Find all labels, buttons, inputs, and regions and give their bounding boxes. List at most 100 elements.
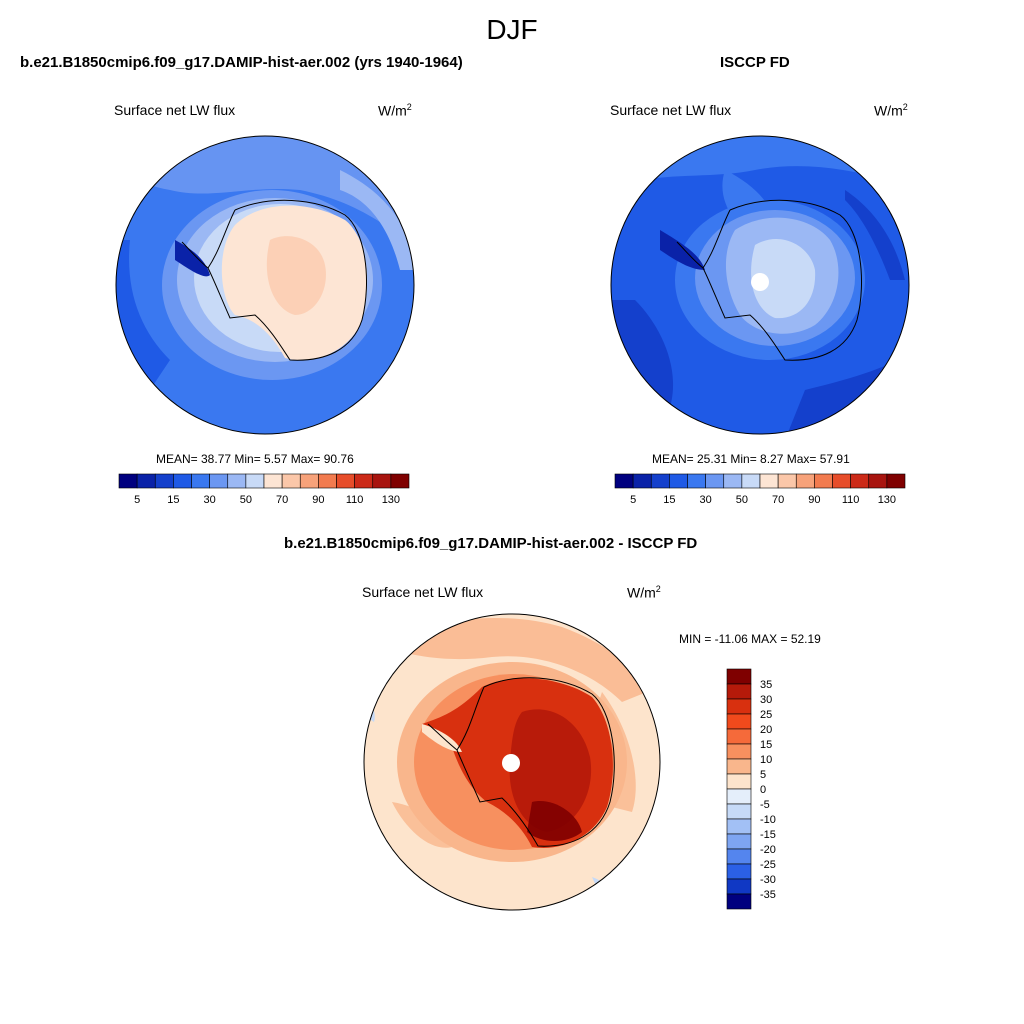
colorbar-swatch	[390, 473, 410, 489]
colorbar-swatch	[726, 713, 752, 730]
colorbar-tick-label: -5	[760, 799, 770, 811]
colorbar-tick-label: -35	[760, 889, 776, 901]
colorbar-swatch	[705, 473, 725, 489]
colorbar-swatch	[191, 473, 210, 489]
colorbar-swatch	[741, 473, 761, 489]
panel3-units: W/m2	[627, 584, 661, 601]
colorbar-swatch	[336, 473, 355, 489]
colorbar-tick-label: 110	[842, 494, 860, 505]
colorbar-swatch	[118, 473, 138, 489]
colorbar-swatch	[726, 863, 752, 880]
colorbar-swatch	[850, 473, 870, 489]
panel3-colorbar: 35 30 25 20 15 10 5 0 -5 -10 -15 -20 -25 -30 -35	[726, 668, 776, 910]
colorbar-tick-label: 130	[878, 494, 896, 505]
colorbar-swatch	[726, 803, 752, 820]
colorbar-swatch	[726, 728, 752, 745]
colorbar-tick-label: 50	[240, 494, 252, 505]
panel2-colorbar: 5 15 30 50 70 90 110 130	[614, 473, 906, 505]
panel3-map-border	[363, 613, 661, 911]
colorbar-swatch	[227, 473, 247, 489]
colorbar-tick-label: 30	[204, 494, 216, 505]
colorbar-swatch	[669, 473, 688, 489]
colorbar-tick-label: 5	[630, 494, 636, 505]
panel2-units: W/m2	[874, 102, 908, 119]
colorbar-tick-label: 35	[760, 679, 772, 691]
colorbar-swatch	[868, 473, 888, 489]
panel1-map-border	[115, 135, 415, 435]
colorbar-swatch	[726, 833, 752, 850]
colorbar-tick-label: 30	[700, 494, 712, 505]
colorbar-swatch	[726, 758, 752, 775]
colorbar-swatch	[795, 473, 815, 489]
panel3-variable: Surface net LW flux	[362, 584, 484, 600]
panel1-title: b.e21.B1850cmip6.f09_g17.DAMIP-hist-aer.…	[20, 54, 463, 71]
colorbar-swatch	[759, 473, 779, 489]
colorbar-tick-label: 30	[760, 694, 772, 706]
colorbar-tick-label: -25	[760, 859, 776, 871]
colorbar-swatch	[726, 848, 752, 865]
colorbar-swatch	[154, 473, 174, 489]
colorbar-tick-label: 5	[134, 494, 140, 505]
colorbar-swatch	[726, 878, 752, 895]
colorbar-swatch	[726, 893, 752, 910]
colorbar-swatch	[173, 473, 192, 489]
colorbar-swatch	[726, 773, 752, 790]
colorbar-swatch	[318, 473, 337, 489]
colorbar-swatch	[723, 473, 743, 489]
colorbar-swatch	[632, 473, 652, 489]
colorbar-swatch	[832, 473, 851, 489]
panel2-map-border	[610, 135, 910, 435]
season-title: DJF	[486, 14, 538, 45]
panel1-variable: Surface net LW flux	[114, 102, 236, 118]
colorbar-tick-label: -30	[760, 874, 776, 886]
panel2-stats: MEAN= 25.31 Min= 8.27 Max= 57.91	[652, 452, 850, 466]
colorbar-tick-label: 15	[663, 494, 675, 505]
colorbar-tick-label: 25	[760, 709, 772, 721]
colorbar-tick-label: 90	[808, 494, 820, 505]
colorbar-tick-label: 90	[312, 494, 324, 505]
colorbar-tick-label: 15	[167, 494, 179, 505]
panel3-polar-map	[363, 613, 661, 911]
colorbar-swatch	[372, 473, 392, 489]
panel1-units: W/m2	[378, 102, 412, 119]
colorbar-tick-label: 70	[772, 494, 784, 505]
colorbar-swatch	[263, 473, 283, 489]
colorbar-swatch	[886, 473, 906, 489]
colorbar-swatch	[281, 473, 301, 489]
panel3-title: b.e21.B1850cmip6.f09_g17.DAMIP-hist-aer.…	[284, 535, 698, 552]
colorbar-tick-label: 70	[276, 494, 288, 505]
colorbar-tick-label: 110	[346, 494, 364, 505]
colorbar-swatch	[726, 683, 752, 700]
colorbar-tick-label: 0	[760, 784, 766, 796]
colorbar-swatch	[136, 473, 156, 489]
colorbar-swatch	[777, 473, 797, 489]
colorbar-swatch	[354, 473, 374, 489]
panel2-polar-map	[610, 135, 910, 435]
colorbar-tick-label: -10	[760, 814, 776, 826]
panel1-polar-map	[115, 135, 415, 435]
panel1-stats: MEAN= 38.77 Min= 5.57 Max= 90.76	[156, 452, 354, 466]
colorbar-swatch	[726, 743, 752, 760]
colorbar-swatch	[245, 473, 265, 489]
colorbar-swatch	[814, 473, 833, 489]
colorbar-swatch	[299, 473, 319, 489]
colorbar-tick-label: -20	[760, 844, 776, 856]
panel2-title: ISCCP FD	[720, 54, 790, 71]
colorbar-swatch	[726, 788, 752, 805]
colorbar-swatch	[726, 818, 752, 835]
colorbar-tick-label: 50	[736, 494, 748, 505]
colorbar-tick-label: -15	[760, 829, 776, 841]
colorbar-tick-label: 10	[760, 754, 772, 766]
colorbar-tick-label: 15	[760, 739, 772, 751]
colorbar-swatch	[726, 698, 752, 715]
colorbar-swatch	[726, 668, 752, 685]
colorbar-swatch	[650, 473, 670, 489]
colorbar-tick-label: 20	[760, 724, 772, 736]
panel1-colorbar: 5 15 30 50 70 90 110 130	[118, 473, 410, 505]
colorbar-swatch	[209, 473, 229, 489]
colorbar-tick-label: 130	[382, 494, 400, 505]
panel2-variable: Surface net LW flux	[610, 102, 732, 118]
colorbar-swatch	[614, 473, 634, 489]
colorbar-tick-label: 5	[760, 769, 766, 781]
colorbar-swatch	[687, 473, 706, 489]
